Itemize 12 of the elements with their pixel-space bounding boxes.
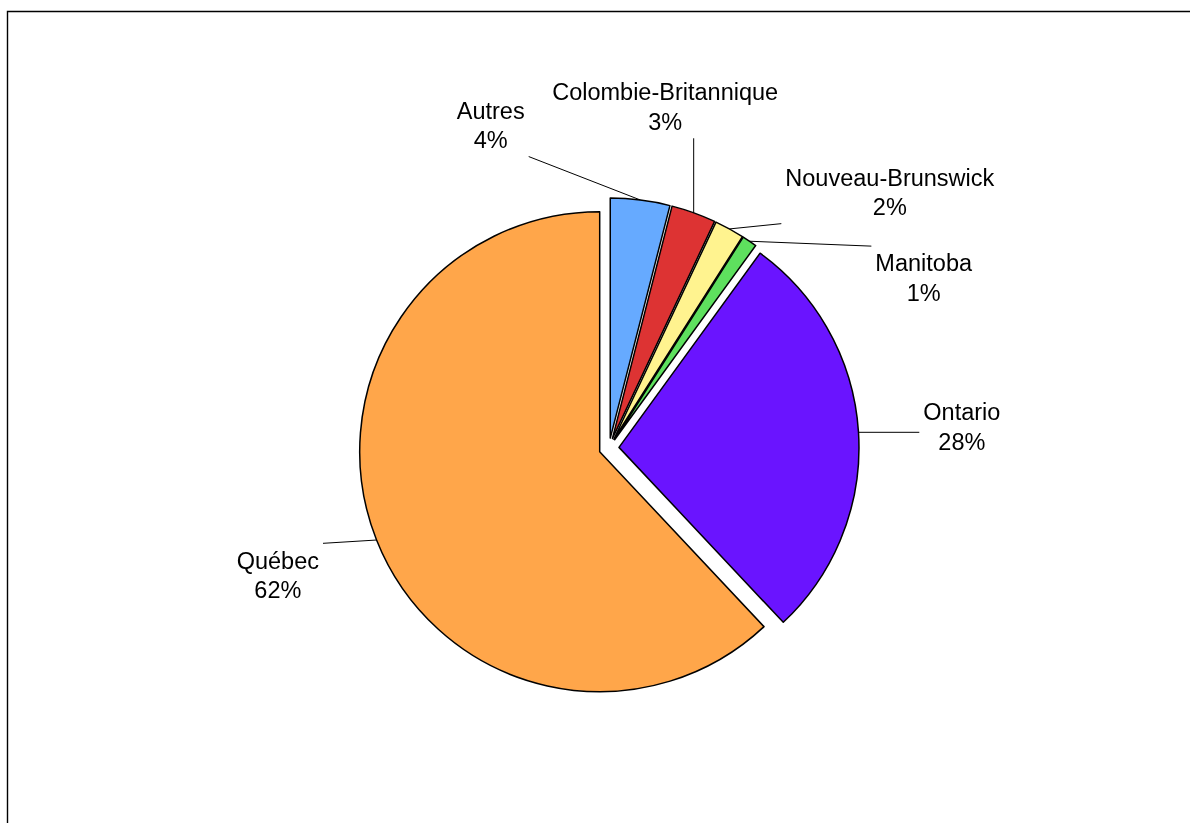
slice-label: Colombie-Britannique (552, 79, 779, 106)
slice-label: Ontario (923, 399, 1001, 426)
slice-label: Manitoba (875, 250, 973, 277)
data-label: 62% (254, 577, 302, 604)
data-label: 2% (872, 194, 907, 221)
data-label: 3% (648, 108, 683, 135)
slice-label: Autres (456, 97, 525, 124)
slice-label: Nouveau-Brunswick (785, 164, 995, 191)
data-label: 4% (473, 127, 508, 154)
data-label: 1% (906, 279, 941, 306)
data-label: 28% (938, 428, 986, 455)
slice-label: Québec (236, 547, 320, 574)
